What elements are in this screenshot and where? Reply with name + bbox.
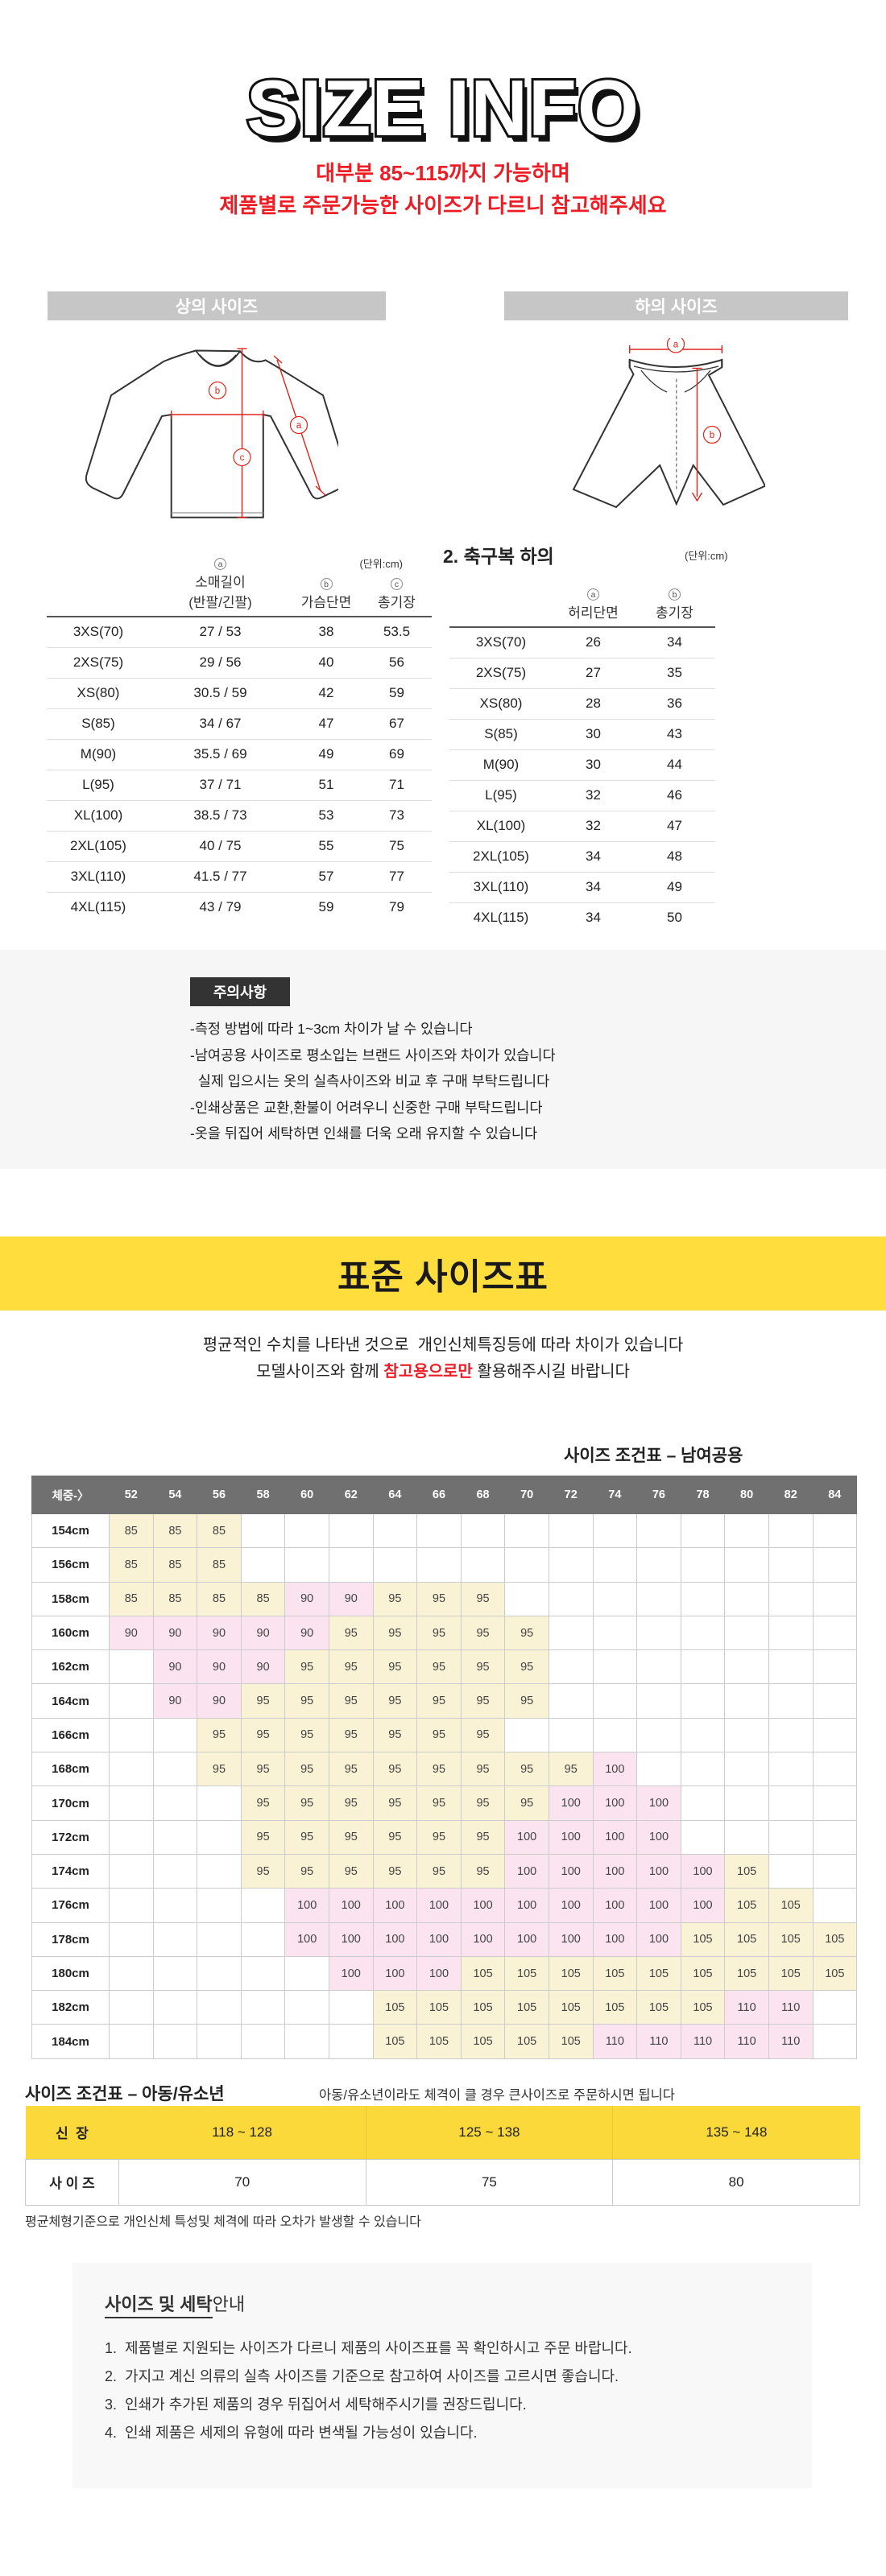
svg-text:a: a — [673, 341, 679, 350]
svg-text:c: c — [240, 453, 245, 463]
svg-text:b: b — [710, 431, 714, 440]
svg-text:a: a — [296, 421, 302, 431]
svg-text:b: b — [215, 386, 220, 396]
